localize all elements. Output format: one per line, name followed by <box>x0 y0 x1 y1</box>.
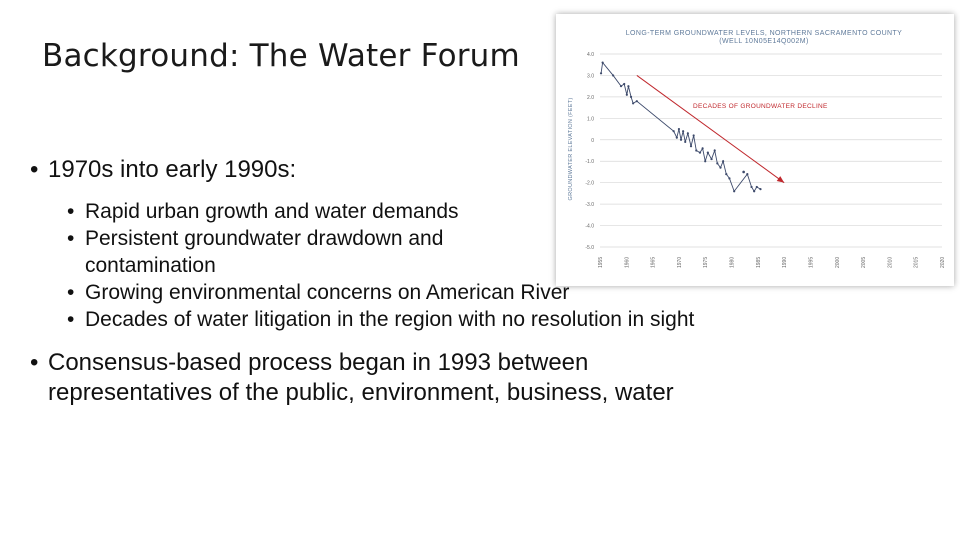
series-point <box>601 61 604 64</box>
x-tick-label: 1965 <box>651 257 657 268</box>
series-point <box>635 100 638 103</box>
series-point <box>675 136 678 139</box>
series-point <box>753 190 756 193</box>
series-point <box>682 130 685 133</box>
series-point <box>728 177 731 180</box>
x-tick-label: 2000 <box>835 257 841 268</box>
x-tick-label: 2005 <box>861 257 867 268</box>
sub-bullet-groundwater-drawdown: Persistent groundwater drawdown and cont… <box>30 225 505 279</box>
series-point <box>719 166 722 169</box>
bullet-1970s: 1970s into early 1990s: <box>30 155 730 185</box>
series-line <box>600 61 761 193</box>
series-point <box>701 147 704 150</box>
series-point <box>679 138 683 141</box>
y-tick-label: 4.0 <box>587 52 594 58</box>
series-point <box>733 190 736 193</box>
groundwater-chart-card: LONG-TERM GROUNDWATER LEVELS, NORTHERN S… <box>556 14 954 286</box>
series-point <box>695 149 698 152</box>
series-point <box>725 172 728 176</box>
series-point <box>627 85 630 88</box>
series-point <box>672 130 675 133</box>
x-tick-label: 1975 <box>703 257 709 268</box>
trend-arrowhead <box>776 176 785 183</box>
x-tick-label: 1960 <box>624 257 630 268</box>
x-tick-label: 1980 <box>730 257 736 268</box>
y-axis-label: GROUNDWATER ELEVATION (FEET) <box>568 98 574 201</box>
y-tick-label: 1.0 <box>587 116 594 122</box>
x-tick-label: 1990 <box>782 257 788 268</box>
series-point <box>686 132 689 135</box>
series-point <box>698 151 702 154</box>
y-tick-label: -1.0 <box>585 159 594 165</box>
series-point <box>706 151 709 154</box>
y-tick-label: -2.0 <box>585 181 594 187</box>
x-tick-label: 1985 <box>756 257 762 268</box>
x-tick-label: 2020 <box>940 257 946 268</box>
chart-subtitle: (WELL 10N05E14Q002M) <box>719 38 808 45</box>
marker-point <box>742 170 745 174</box>
series-point <box>612 74 615 77</box>
y-tick-label: -3.0 <box>585 202 594 208</box>
series-point <box>623 82 626 86</box>
bullet-consensus-process: Consensus-based process began in 1993 be… <box>30 348 708 408</box>
series-point <box>755 185 758 189</box>
series-point <box>599 72 603 75</box>
y-tick-label: 3.0 <box>587 73 594 79</box>
series-point <box>629 95 633 98</box>
series-point <box>750 185 753 189</box>
x-tick-label: 1955 <box>598 257 604 268</box>
chart-annotation: DECADES OF GROUNDWATER DECLINE <box>693 103 828 110</box>
series-point <box>619 85 623 88</box>
series-point <box>713 149 716 152</box>
trend-line <box>636 75 785 184</box>
y-tick-label: -5.0 <box>585 245 594 251</box>
series-point <box>722 160 725 163</box>
series-point <box>625 93 628 96</box>
chart-title: LONG-TERM GROUNDWATER LEVELS, NORTHERN S… <box>626 30 903 37</box>
y-tick-label: 2.0 <box>587 95 594 101</box>
x-tick-label: 2015 <box>914 257 920 268</box>
sub-bullet-environmental-concerns: Growing environmental concerns on Americ… <box>30 279 730 306</box>
series-point <box>689 145 693 148</box>
x-tick-label: 1970 <box>677 257 683 268</box>
y-tick-label: 0 <box>591 138 594 144</box>
series-point <box>746 172 749 176</box>
x-tick-label: 2010 <box>887 257 893 268</box>
sub-bullet-water-litigation: Decades of water litigation in the regio… <box>30 306 705 333</box>
series-point <box>704 160 707 163</box>
series-point <box>716 162 719 165</box>
slide-title: Background: The Water Forum <box>42 38 520 74</box>
series-point <box>692 134 695 137</box>
series-point <box>759 188 762 191</box>
x-tick-label: 1995 <box>808 257 814 268</box>
groundwater-chart: LONG-TERM GROUNDWATER LEVELS, NORTHERN S… <box>568 30 946 268</box>
series-point <box>710 157 713 161</box>
series-point <box>684 140 687 144</box>
sub-bullet-urban-growth: Rapid urban growth and water demands <box>30 198 730 225</box>
series-point <box>632 102 635 105</box>
bullet-list: 1970s into early 1990s: Rapid urban grow… <box>30 155 730 408</box>
y-tick-label: -4.0 <box>585 224 594 230</box>
series-point <box>677 127 681 131</box>
